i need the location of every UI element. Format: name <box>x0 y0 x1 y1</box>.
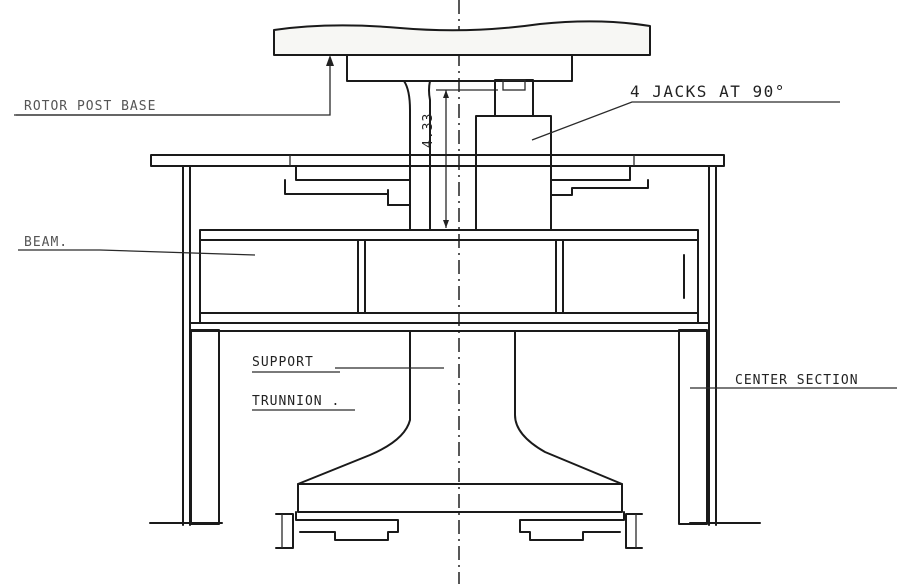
dimension-4-33: 4.33 <box>421 89 498 228</box>
upper-flange-plate <box>150 154 725 206</box>
support-label: SUPPORT <box>252 355 314 370</box>
beam-label: BEAM. <box>24 235 68 250</box>
rotor-post-base-label: ROTOR POST BASE <box>24 99 156 114</box>
dimension-label: 4.33 <box>421 113 436 148</box>
jacks-label: 4 JACKS AT 90° <box>630 82 786 101</box>
beam <box>189 229 710 332</box>
support-trunnion <box>295 330 625 541</box>
center-section-label: CENTER SECTION <box>735 373 859 388</box>
trunnion-label: TRUNNION . <box>252 394 340 409</box>
rotor-post-base-plate <box>273 20 651 82</box>
bottom-brackets <box>149 513 761 549</box>
rotor-post <box>387 80 431 231</box>
